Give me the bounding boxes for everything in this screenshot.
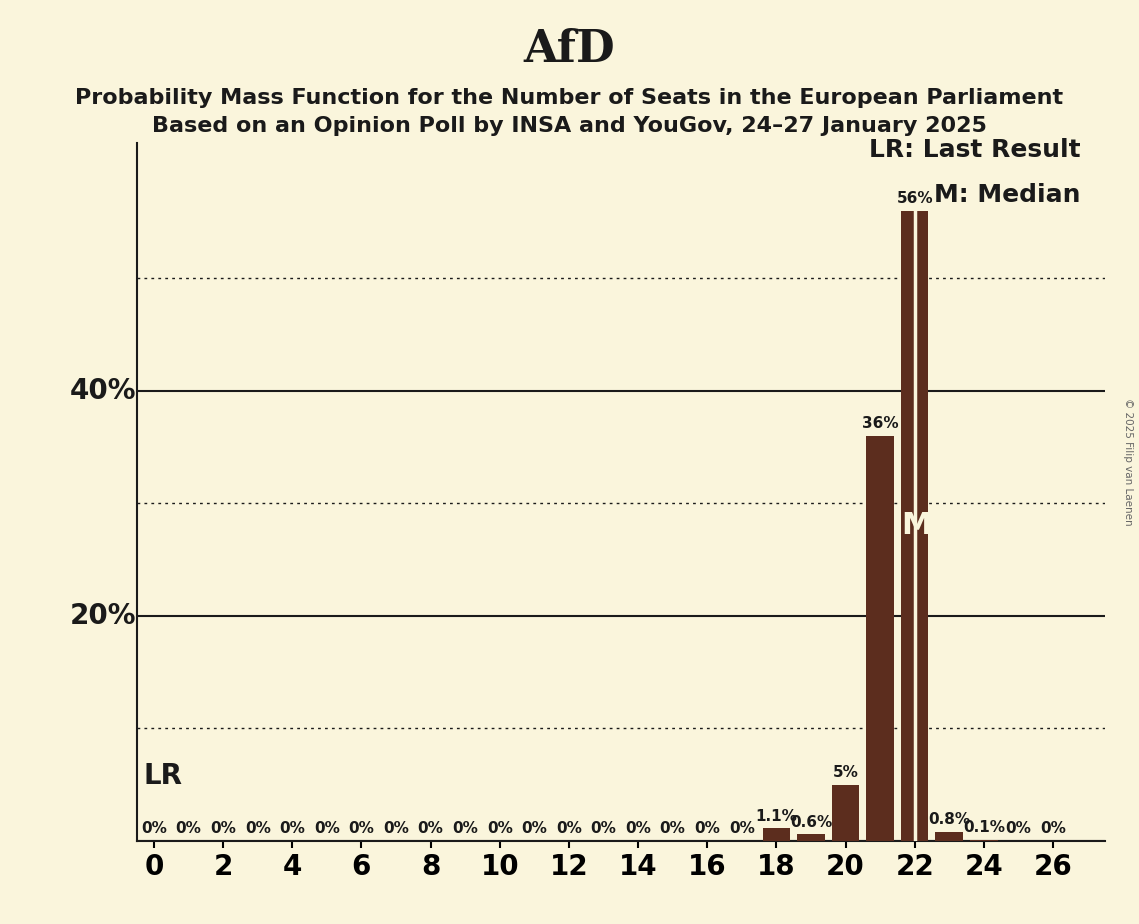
Text: 0%: 0%: [452, 821, 478, 836]
Text: 56%: 56%: [896, 191, 933, 206]
Text: 0%: 0%: [175, 821, 202, 836]
Text: 0.6%: 0.6%: [789, 815, 833, 830]
Text: © 2025 Filip van Laenen: © 2025 Filip van Laenen: [1123, 398, 1133, 526]
Text: 1.1%: 1.1%: [755, 809, 797, 824]
Text: 0%: 0%: [556, 821, 582, 836]
Text: M: M: [901, 511, 932, 541]
Text: 5%: 5%: [833, 765, 859, 780]
Text: 0%: 0%: [486, 821, 513, 836]
Text: 0%: 0%: [1006, 821, 1031, 836]
Text: 0%: 0%: [279, 821, 305, 836]
Text: 0%: 0%: [1040, 821, 1066, 836]
Text: LR: Last Result: LR: Last Result: [869, 138, 1081, 162]
Text: 0%: 0%: [695, 821, 720, 836]
Text: 0.8%: 0.8%: [928, 812, 970, 827]
Text: 0%: 0%: [349, 821, 375, 836]
Text: 0%: 0%: [141, 821, 167, 836]
Text: AfD: AfD: [524, 28, 615, 71]
Text: 0%: 0%: [625, 821, 652, 836]
Text: 0%: 0%: [729, 821, 755, 836]
Bar: [970, 840, 998, 841]
Text: 20%: 20%: [71, 602, 137, 630]
Bar: [901, 211, 928, 841]
Text: 0%: 0%: [245, 821, 271, 836]
Text: 0%: 0%: [590, 821, 616, 836]
Bar: [762, 829, 790, 841]
Text: LR: LR: [144, 762, 182, 790]
Bar: [831, 784, 859, 841]
Text: Probability Mass Function for the Number of Seats in the European Parliament: Probability Mass Function for the Number…: [75, 88, 1064, 108]
Bar: [935, 832, 964, 841]
Text: 0%: 0%: [418, 821, 443, 836]
Text: 0%: 0%: [659, 821, 686, 836]
Text: M: Median: M: Median: [934, 183, 1081, 207]
Text: 0.1%: 0.1%: [962, 821, 1005, 835]
Bar: [797, 834, 825, 841]
Text: 36%: 36%: [862, 417, 899, 432]
Text: 0%: 0%: [314, 821, 339, 836]
Bar: [867, 436, 894, 841]
Text: 0%: 0%: [383, 821, 409, 836]
Text: Based on an Opinion Poll by INSA and YouGov, 24–27 January 2025: Based on an Opinion Poll by INSA and You…: [153, 116, 986, 137]
Text: 0%: 0%: [211, 821, 236, 836]
Text: 40%: 40%: [71, 377, 137, 405]
Text: 0%: 0%: [522, 821, 547, 836]
